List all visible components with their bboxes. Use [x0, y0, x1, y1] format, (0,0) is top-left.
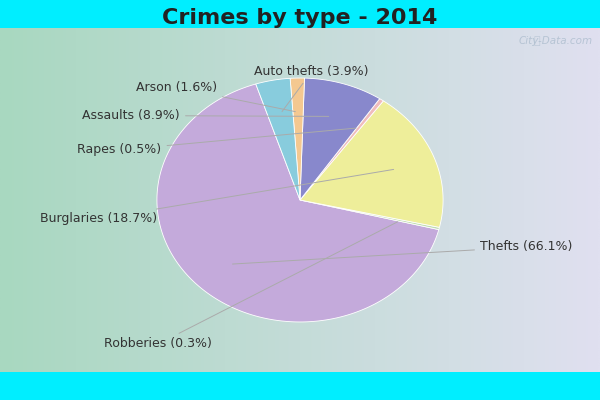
- Text: ⓘ: ⓘ: [533, 36, 540, 46]
- Polygon shape: [300, 99, 383, 200]
- Polygon shape: [290, 78, 304, 200]
- Text: Arson (1.6%): Arson (1.6%): [136, 81, 295, 112]
- Text: City-Data.com: City-Data.com: [519, 36, 593, 46]
- Text: Robberies (0.3%): Robberies (0.3%): [104, 222, 398, 350]
- Polygon shape: [300, 200, 439, 230]
- Text: Assaults (8.9%): Assaults (8.9%): [82, 109, 329, 122]
- Text: Crimes by type - 2014: Crimes by type - 2014: [163, 8, 437, 28]
- Polygon shape: [256, 78, 300, 200]
- Polygon shape: [300, 78, 380, 200]
- Polygon shape: [300, 101, 443, 227]
- Polygon shape: [157, 84, 439, 322]
- Text: Burglaries (18.7%): Burglaries (18.7%): [40, 170, 394, 225]
- Text: Thefts (66.1%): Thefts (66.1%): [232, 240, 572, 264]
- Text: Rapes (0.5%): Rapes (0.5%): [77, 128, 356, 156]
- Text: Auto thefts (3.9%): Auto thefts (3.9%): [254, 65, 369, 112]
